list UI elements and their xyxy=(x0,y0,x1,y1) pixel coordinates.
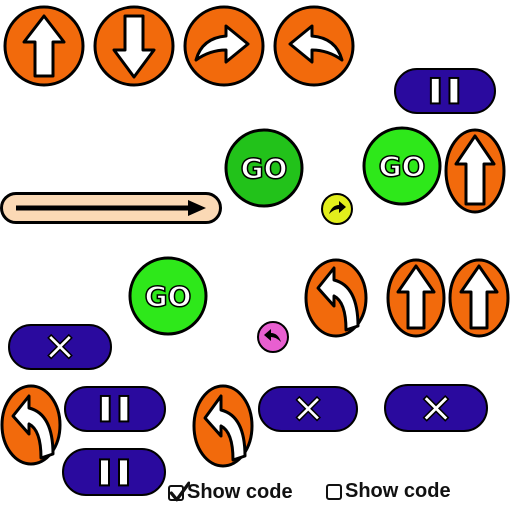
turn-left-up-icon xyxy=(192,384,254,468)
turn-left-up-icon xyxy=(304,258,368,338)
arrow-up-button[interactable] xyxy=(386,258,446,338)
checkbox-checked[interactable] xyxy=(168,481,190,501)
close-icon xyxy=(295,396,321,422)
pause-button[interactable] xyxy=(394,68,496,114)
show-code-label: Show code xyxy=(187,481,293,503)
go-button[interactable]: GO xyxy=(224,128,304,208)
small-turn-left-button[interactable] xyxy=(256,321,290,353)
turn-right-icon xyxy=(183,5,265,87)
go-label: GO xyxy=(379,150,426,183)
arrow-up-button[interactable] xyxy=(444,128,506,214)
checkbox-unchecked[interactable] xyxy=(326,483,342,500)
pause-button[interactable] xyxy=(62,448,166,496)
show-code-toggle-checked[interactable]: Show code xyxy=(168,481,293,504)
long-arrow-right-icon xyxy=(0,192,222,224)
pause-button[interactable] xyxy=(64,386,166,432)
close-button[interactable] xyxy=(258,386,358,432)
turn-right-button[interactable] xyxy=(182,4,266,88)
close-icon xyxy=(422,394,450,422)
turn-left-icon xyxy=(257,321,289,353)
turn-left-up-button[interactable] xyxy=(0,384,62,466)
go-label: GO xyxy=(241,152,288,185)
arrow-up-icon xyxy=(386,258,446,338)
turn-right-icon xyxy=(321,193,353,225)
turn-left-icon xyxy=(273,5,355,87)
arrow-down-icon xyxy=(93,5,175,87)
arrow-up-button[interactable] xyxy=(2,4,86,88)
arrow-up-icon xyxy=(3,5,85,87)
show-code-toggle-unchecked[interactable]: Show code xyxy=(326,480,451,503)
arrow-up-button[interactable] xyxy=(448,258,510,338)
arrow-up-icon xyxy=(448,258,510,338)
pause-icon xyxy=(430,77,460,105)
turn-left-up-button[interactable] xyxy=(192,384,254,468)
go-button[interactable]: GO xyxy=(128,256,208,336)
forward-slider[interactable] xyxy=(0,192,222,224)
close-icon xyxy=(47,334,73,360)
pause-icon xyxy=(100,395,130,423)
arrow-down-button[interactable] xyxy=(92,4,176,88)
turn-left-up-button[interactable] xyxy=(304,258,368,338)
show-code-label: Show code xyxy=(345,480,451,502)
go-label: GO xyxy=(145,280,192,313)
go-button[interactable]: GO xyxy=(362,126,442,206)
close-button[interactable] xyxy=(384,384,488,432)
small-turn-right-button[interactable] xyxy=(320,193,354,225)
checkmark-icon xyxy=(169,481,190,501)
pause-icon xyxy=(99,457,129,486)
arrow-up-icon xyxy=(444,128,506,214)
turn-left-button[interactable] xyxy=(272,4,356,88)
close-button[interactable] xyxy=(8,324,112,370)
turn-left-up-icon xyxy=(0,384,62,466)
